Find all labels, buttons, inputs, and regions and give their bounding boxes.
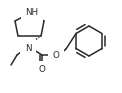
Text: NH: NH xyxy=(25,8,39,16)
Text: N: N xyxy=(25,44,31,53)
Text: O: O xyxy=(53,50,59,60)
Text: O: O xyxy=(38,65,45,74)
